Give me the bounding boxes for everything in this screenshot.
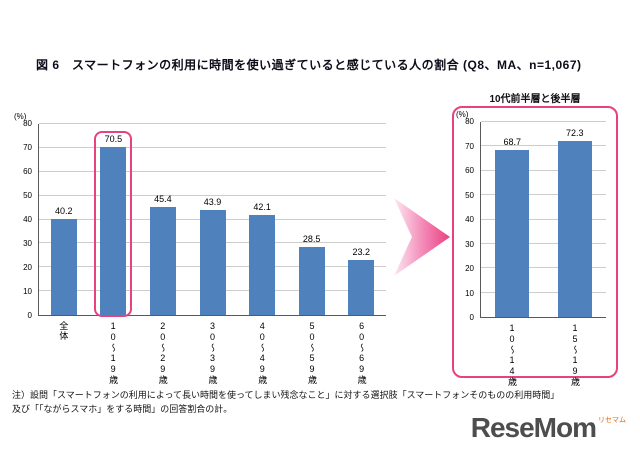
- bar-value-label: 45.4: [154, 193, 172, 204]
- sub-chart-panel: (%) 0 10 20 30 40 50 60 70 80 68.7 72.3 10～14歳 15～…: [452, 106, 618, 387]
- y-tick-label: 0: [469, 313, 474, 322]
- x-axis-label: 20～29歳: [137, 318, 187, 385]
- bar-value-label: 43.9: [203, 197, 222, 208]
- footnote-line-1: 注）設問「スマートフォンの利用によって長い時間を使ってしまい残念なこと」に対する…: [12, 390, 560, 400]
- bar: [50, 219, 77, 315]
- sub-chart-title: 10代前半層と後半層: [489, 94, 581, 105]
- x-axis-label-text: 15～19歳: [570, 323, 580, 387]
- x-axis-label: 60～69歳: [336, 318, 386, 385]
- y-axis-unit-label: (%): [14, 112, 27, 121]
- plot-area: 68.7 72.3: [480, 121, 606, 318]
- bar-value-label: 23.2: [352, 246, 371, 257]
- x-axis-label: 10～19歳: [88, 318, 138, 385]
- figure-title: 図 6 スマートフォンの利用に時間を使い過ぎていると感じている人の割合 (Q8、…: [36, 58, 582, 72]
- x-axis-label-text: 20～29歳: [157, 321, 168, 385]
- y-tick-label: 70: [23, 143, 32, 152]
- y-tick-label: 80: [23, 119, 32, 128]
- bars: 40.2 70.5 45.4 43.9 42.1 28.5 23.2: [39, 124, 386, 317]
- y-tick-label: 80: [465, 117, 474, 126]
- y-tick-label: 20: [23, 263, 32, 272]
- gridline: [481, 194, 606, 196]
- y-tick-label: 60: [23, 167, 32, 176]
- bar-group: 45.4: [138, 124, 188, 315]
- plot-area: 40.2 70.5 45.4 43.9 42.1 28.5 23.2: [38, 123, 386, 317]
- bar-value-label: 42.1: [253, 201, 271, 212]
- gridline: [481, 218, 606, 220]
- x-axis-label-text: 10～19歳: [108, 321, 119, 385]
- x-axis-label-text: 全体: [58, 321, 69, 341]
- y-axis-labels: 0 10 20 30 40 50 60 70 80: [454, 118, 478, 322]
- gridline: [481, 121, 606, 122]
- gridline: [481, 291, 606, 293]
- x-axis-label-text: 10～14歳: [507, 323, 517, 387]
- y-tick-label: 50: [23, 191, 32, 200]
- x-axis-label-text: 30～39歳: [207, 321, 218, 385]
- bar: [149, 206, 176, 315]
- zoom-arrow-icon: [394, 198, 450, 276]
- x-axis-label: 30～39歳: [187, 318, 237, 385]
- gridline: [39, 194, 386, 196]
- y-tick-label: 40: [465, 215, 474, 224]
- sub-bar-chart: (%) 0 10 20 30 40 50 60 70 80 68.7 72.3 10～14歳 15～…: [454, 108, 616, 387]
- resemom-logo: ReseMom リセマム: [471, 414, 626, 442]
- gridline: [481, 145, 606, 147]
- bar: [557, 140, 592, 317]
- bar-group: 23.2: [336, 124, 386, 315]
- y-tick-label: 30: [23, 239, 32, 248]
- bar-group: 70.5: [89, 124, 139, 317]
- bar-value-label: 28.5: [302, 234, 321, 245]
- x-axis-label: 50～59歳: [287, 318, 337, 385]
- main-bar-chart: (%) 0 10 20 30 40 50 60 70 80 40.2 70.5 45.4 43.9 42…: [12, 110, 392, 385]
- y-tick-label: 20: [465, 264, 474, 273]
- footnote-line-2: 及び「「ながらスマホ」をする時間」の回答割合の計。: [12, 404, 233, 415]
- bar-value-label: 72.3: [565, 127, 584, 138]
- bar-group: 40.2: [39, 124, 89, 315]
- bar: [495, 149, 530, 317]
- x-axis-label-text: 50～59歳: [306, 321, 317, 385]
- logo-text: ReseMom: [470, 412, 597, 443]
- y-tick-label: 0: [27, 311, 32, 320]
- bar: [348, 259, 375, 315]
- bar-group: 43.9: [188, 124, 238, 315]
- bar-group: 42.1: [237, 124, 287, 315]
- bar-value-label: 40.2: [55, 206, 73, 217]
- x-axis-label: 40～49歳: [237, 318, 287, 385]
- gridline: [39, 170, 386, 172]
- x-axis-label-text: 60～69歳: [356, 321, 367, 385]
- footnote: 注）設問「スマートフォンの利用によって長い時間を使ってしまい残念なこと」に対する…: [12, 388, 628, 417]
- gridline: [481, 267, 606, 269]
- y-axis-labels: 0 10 20 30 40 50 60 70 80: [12, 120, 36, 320]
- y-tick-label: 50: [465, 190, 474, 200]
- y-tick-label: 60: [465, 166, 474, 175]
- bar: [298, 246, 325, 315]
- gridline: [481, 169, 606, 171]
- gridline: [39, 146, 386, 148]
- x-axis-label: 15～19歳: [543, 320, 606, 387]
- bar-group: 72.3: [544, 122, 607, 317]
- bar-group: 28.5: [287, 124, 337, 315]
- bars: 68.7 72.3: [481, 122, 606, 317]
- bar: [199, 210, 226, 315]
- gridline: [481, 242, 606, 244]
- bar-group: 68.7: [481, 122, 544, 317]
- bar: [249, 214, 276, 315]
- bar-value-label: 68.7: [503, 136, 522, 147]
- gridline: [39, 123, 386, 124]
- logo-subtext: リセマム: [598, 417, 626, 424]
- bar: [100, 146, 127, 315]
- y-tick-label: 10: [23, 287, 32, 296]
- y-tick-label: 10: [465, 288, 474, 298]
- bar-value-label: 70.5: [104, 133, 123, 144]
- y-axis-unit-label: (%): [456, 110, 469, 119]
- x-axis-label: 全体: [38, 318, 88, 341]
- x-axis-label-text: 40～49歳: [257, 321, 268, 385]
- x-axis-labels: 10～14歳 15～19歳: [480, 320, 606, 387]
- x-axis-label: 10～14歳: [480, 320, 543, 387]
- y-tick-label: 40: [23, 215, 32, 224]
- x-axis-labels: 全体 10～19歳 20～29歳 30～39歳 40～49歳 50～59歳 60～69歳: [38, 318, 386, 385]
- y-tick-label: 30: [465, 239, 474, 249]
- y-tick-label: 70: [465, 141, 474, 151]
